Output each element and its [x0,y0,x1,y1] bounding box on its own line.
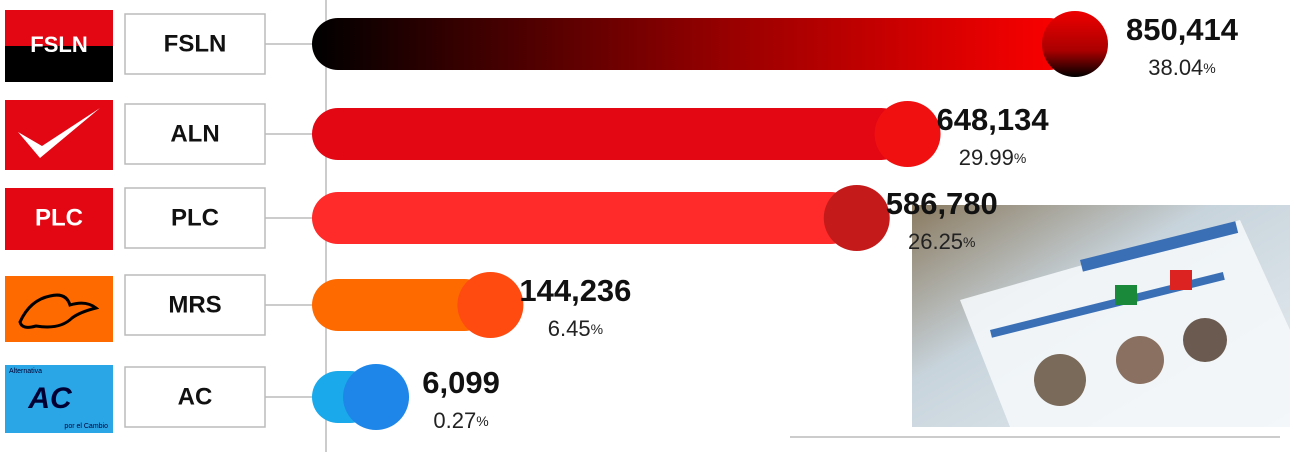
logo-plc: PLC [5,188,113,250]
value-label: 648,134 [937,102,1050,137]
share-number: 26.25 [908,229,963,254]
logo-text: AC [27,382,73,415]
ballot-photo [912,205,1290,427]
party-label: MRS [168,291,221,318]
share-unit: % [1203,60,1215,76]
party-label: ALN [170,120,219,147]
logo-ac: Alternativa AC por el Cambio [5,365,113,433]
share-label: 26.25% [908,229,976,254]
share-label: 0.27% [433,408,488,433]
share-unit: % [1014,150,1026,166]
bar [312,192,857,244]
share-label: 6.45% [548,316,603,341]
share-unit: % [476,413,488,429]
party-label: PLC [171,204,219,231]
share-unit: % [963,234,975,250]
value-label: 850,414 [1126,12,1239,47]
bar [312,108,908,160]
logo-text: por el Cambio [64,423,108,430]
party-label: FSLN [164,30,227,57]
share-label: 38.04% [1148,55,1216,80]
share-number: 38.04 [1148,55,1203,80]
party-box [124,13,266,75]
value-label: 6,099 [422,365,500,400]
logo-mrs [5,276,113,342]
share-number: 29.99 [959,145,1014,170]
value-label: 144,236 [519,273,631,308]
share-label: 29.99% [959,145,1027,170]
share-unit: % [591,321,603,337]
share-number: 0.27 [433,408,476,433]
bar-cap [343,364,410,430]
logo-fsln: FSLN [5,10,113,82]
logo-aln [5,100,113,170]
logo-text: FSLN [30,32,87,57]
party-box [124,187,266,249]
bar [312,18,1075,70]
party-label: AC [178,383,213,410]
bar [312,279,491,331]
party-box [124,366,266,428]
bar-cap [823,185,890,251]
bar-cap [874,101,941,167]
value-label: 586,780 [886,186,998,221]
share-number: 6.45 [548,316,591,341]
party-box [124,274,266,336]
party-box [124,103,266,165]
bar-cap [457,272,524,338]
logo-text: Alternativa [9,368,42,375]
logo-text: PLC [35,204,83,231]
bar-cap [1042,11,1108,77]
